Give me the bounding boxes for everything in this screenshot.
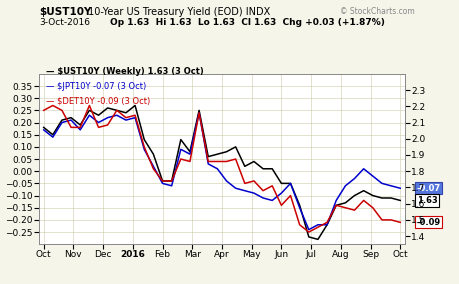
Text: © StockCharts.com: © StockCharts.com — [340, 7, 414, 16]
Text: -0.07: -0.07 — [416, 184, 440, 193]
Text: 3-Oct-2016: 3-Oct-2016 — [39, 18, 90, 28]
Text: — $UST10Y (Weekly) 1.63 (3 Oct): — $UST10Y (Weekly) 1.63 (3 Oct) — [46, 67, 203, 76]
Text: -0.09: -0.09 — [416, 218, 440, 227]
Text: 1.63: 1.63 — [416, 196, 437, 205]
Text: 10-Year US Treasury Yield (EOD) INDX: 10-Year US Treasury Yield (EOD) INDX — [85, 7, 270, 17]
Text: — $DET10Y -0.09 (3 Oct): — $DET10Y -0.09 (3 Oct) — [46, 96, 150, 105]
Text: Op 1.63  Hi 1.63  Lo 1.63  Cl 1.63  Chg +0.03 (+1.87%): Op 1.63 Hi 1.63 Lo 1.63 Cl 1.63 Chg +0.0… — [110, 18, 385, 28]
Text: — $JPT10Y -0.07 (3 Oct): — $JPT10Y -0.07 (3 Oct) — [46, 82, 146, 91]
Text: $UST10Y: $UST10Y — [39, 7, 91, 17]
